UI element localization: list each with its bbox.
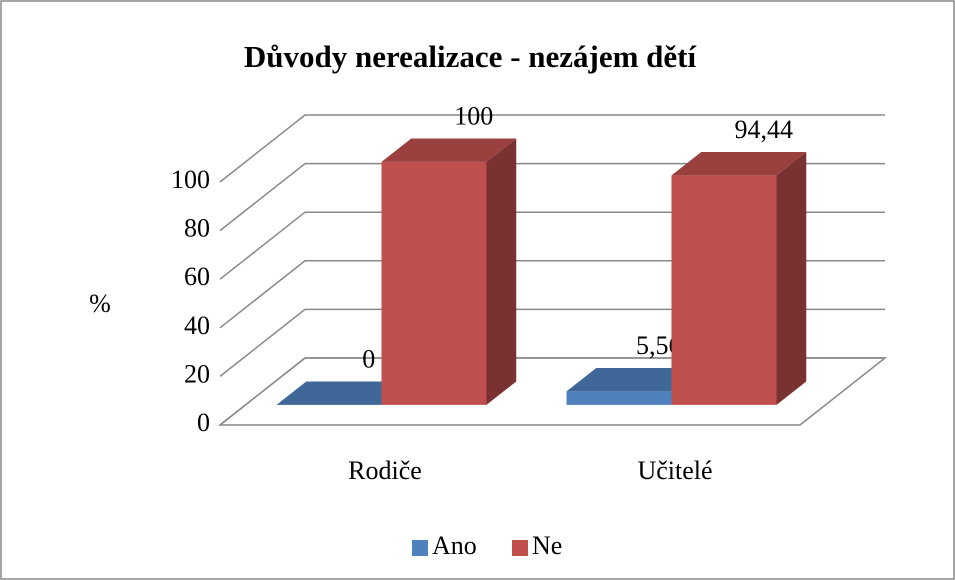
legend-swatch [412,540,428,556]
x-tick-label: Rodiče [348,456,422,485]
data-label: 94,44 [735,115,794,144]
y-tick-label: 0 [197,408,210,437]
grid-line [219,114,885,183]
bar [276,381,412,405]
bar [381,138,517,405]
bar-front [671,175,777,405]
legend-label: Ne [532,531,562,560]
y-tick-label: 60 [184,262,210,291]
bar [671,151,807,405]
y-tick-label: 20 [184,359,210,388]
bar-top [276,381,412,405]
bar-top [381,138,517,162]
x-tick-label: Učitelé [637,456,712,485]
bar-side [776,151,807,405]
legend-label: Ano [432,531,477,560]
bar-front [566,391,672,405]
bar-front [381,161,487,405]
chart-title: Důvody nerealizace - nezájem dětí [244,39,697,74]
bar-top [566,367,702,392]
data-label: 0 [362,344,375,373]
legend-swatch [512,540,528,556]
data-label: 100 [454,101,493,130]
y-tick-label: 40 [184,311,210,340]
bar-top [671,151,807,176]
y-tick-label: 100 [171,165,210,194]
bar-side [486,138,517,405]
y-tick-label: 80 [184,214,210,243]
y-axis-label: % [89,289,111,318]
